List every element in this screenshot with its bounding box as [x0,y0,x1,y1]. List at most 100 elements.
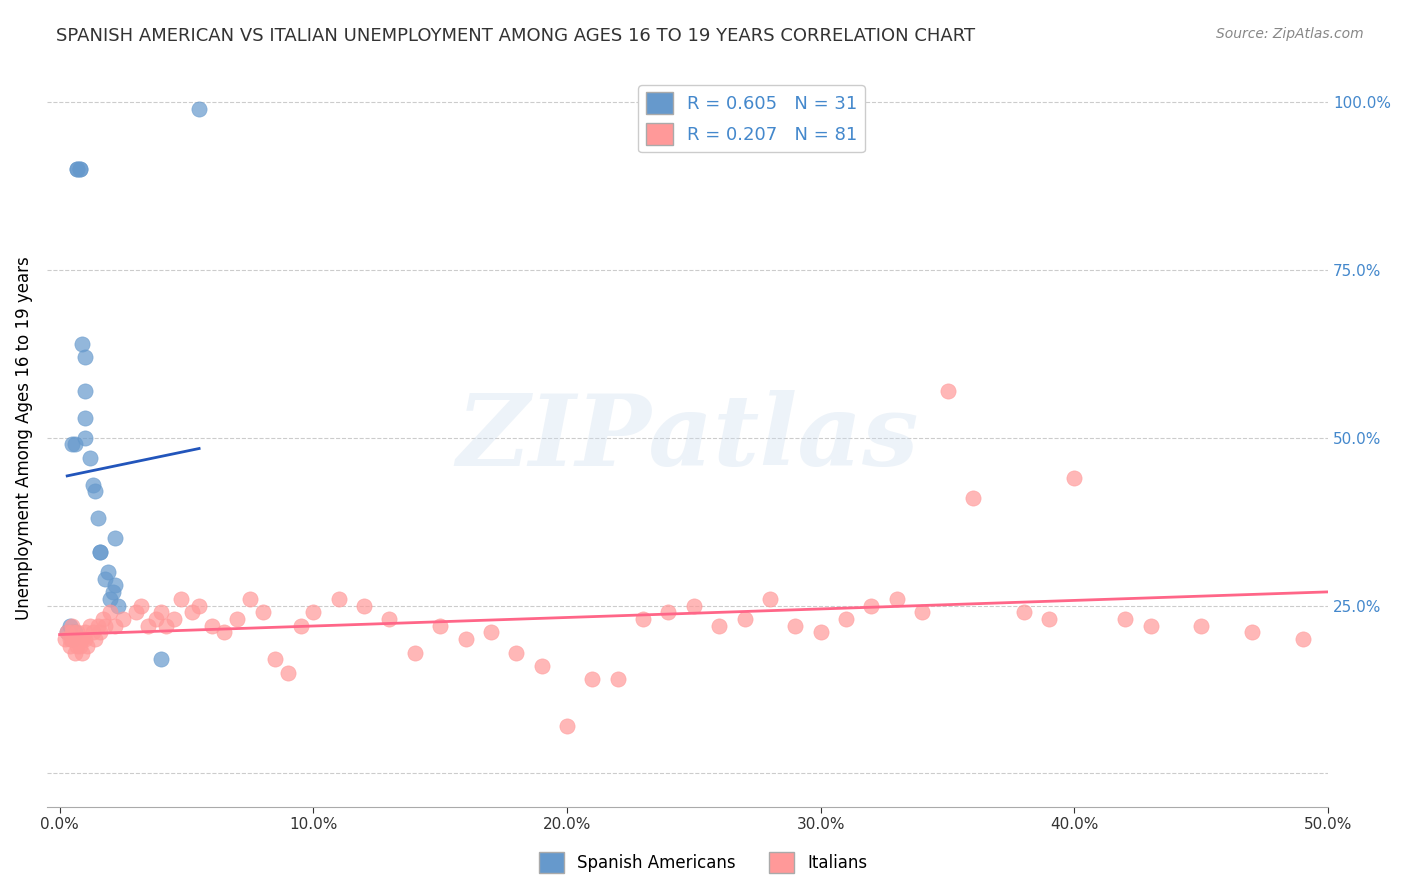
Point [56,625,79,640]
Point [709,618,731,632]
Point [86,511,108,525]
Point [1189,618,1212,632]
Point [69,632,91,647]
Point [252,605,274,619]
Point [150,605,173,619]
Point [69,162,91,177]
Point [60,625,83,640]
Point [73,431,96,445]
Point [91,612,114,626]
Point [404,646,426,660]
Point [138,618,160,632]
Point [170,591,193,606]
Text: SPANISH AMERICAN VS ITALIAN UNEMPLOYMENT AMONG AGES 16 TO 19 YEARS CORRELATION C: SPANISH AMERICAN VS ITALIAN UNEMPLOYMENT… [56,27,976,45]
Point [89,545,111,559]
Point [129,599,152,613]
Legend: Spanish Americans, Italians: Spanish Americans, Italians [531,846,875,880]
Point [188,599,211,613]
Point [59,639,82,653]
Point [1139,618,1161,632]
Point [101,585,124,599]
Point [66,625,89,640]
Point [835,612,858,626]
Point [111,612,134,626]
Point [734,612,756,626]
Point [657,605,679,619]
Legend: R = 0.605   N = 31, R = 0.207   N = 81: R = 0.605 N = 31, R = 0.207 N = 81 [638,85,865,153]
Point [264,652,287,666]
Point [72,646,94,660]
Point [239,591,262,606]
Point [86,618,108,632]
Point [201,618,224,632]
Point [104,532,127,546]
Point [59,632,82,647]
Point [290,618,312,632]
Point [97,565,120,579]
Point [98,605,121,619]
Point [98,591,121,606]
Point [63,625,86,640]
Point [1038,612,1060,626]
Point [73,410,96,425]
Point [429,618,451,632]
Point [60,625,83,640]
Point [581,673,603,687]
Point [73,625,96,640]
Point [60,632,83,647]
Point [76,639,98,653]
Point [505,646,527,660]
Point [60,632,83,647]
Point [66,639,89,653]
Point [785,618,807,632]
Point [84,632,107,647]
Text: ZIPatlas: ZIPatlas [457,390,918,486]
Point [759,591,782,606]
Point [94,572,117,586]
Point [277,665,299,680]
Point [73,632,96,647]
Point [73,384,96,398]
Point [886,591,908,606]
Point [631,612,654,626]
Point [59,618,82,632]
Point [72,632,94,647]
Point [682,599,704,613]
Point [353,599,375,613]
Point [94,618,117,632]
Point [1240,625,1263,640]
Point [860,599,883,613]
Point [180,605,202,619]
Point [60,437,83,451]
Point [1114,612,1136,626]
Point [63,437,86,451]
Point [155,618,177,632]
Point [69,639,91,653]
Point [454,632,477,647]
Point [63,646,86,660]
Point [378,612,401,626]
Point [104,618,127,632]
Point [107,599,129,613]
Point [226,612,249,626]
Point [145,612,167,626]
Point [53,632,76,647]
Point [150,652,173,666]
Point [936,384,959,398]
Point [962,491,984,505]
Point [56,625,79,640]
Point [479,625,502,640]
Point [79,618,101,632]
Point [66,162,89,177]
Point [163,612,186,626]
Point [82,477,104,491]
Point [66,162,89,177]
Point [125,605,148,619]
Point [69,162,91,177]
Point [84,484,107,499]
Point [73,350,96,364]
Point [104,578,127,592]
Point [911,605,934,619]
Point [328,591,350,606]
Point [82,625,104,640]
